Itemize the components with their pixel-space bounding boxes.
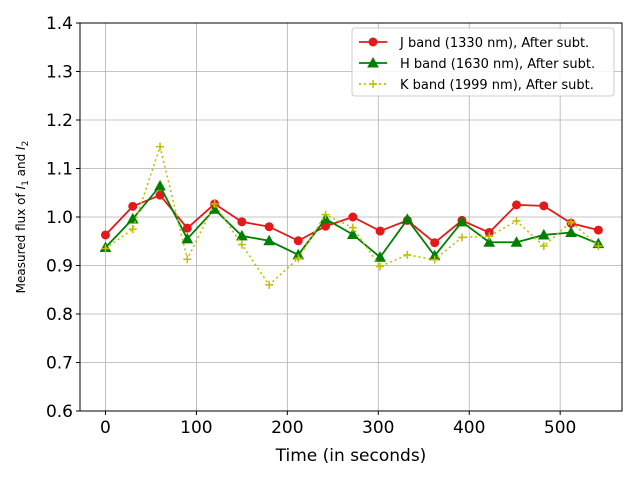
data-point <box>485 232 494 241</box>
data-point <box>594 242 603 251</box>
y-tick-label: 1.2 <box>46 111 73 131</box>
data-point <box>403 250 412 259</box>
legend-marker <box>369 80 377 88</box>
x-axis-label: Time (in seconds) <box>275 446 427 466</box>
data-point <box>512 200 522 210</box>
y-axis-label: Measured flux of I1 and I2 <box>14 141 31 294</box>
data-point <box>457 233 466 242</box>
y-tick-label: 0.8 <box>46 305 73 325</box>
data-point <box>567 217 576 226</box>
legend-label: K band (1999 nm), After subt. <box>400 78 594 93</box>
legend-marker <box>367 56 379 68</box>
y-axis-label-mid: and <box>14 150 28 180</box>
data-point <box>321 210 330 219</box>
x-tick-label: 300 <box>362 418 394 438</box>
y-tick-label: 0.7 <box>46 354 73 374</box>
data-point <box>128 225 137 234</box>
y-tick-label: 1.3 <box>46 63 73 83</box>
x-tick-label: 0 <box>100 418 111 438</box>
data-point <box>101 244 110 253</box>
y-axis-label-var1: I <box>14 185 28 189</box>
x-tick-label: 100 <box>180 418 212 438</box>
data-point <box>293 236 303 246</box>
data-point <box>456 215 468 227</box>
data-point <box>430 255 439 264</box>
data-point <box>183 255 192 264</box>
data-point <box>182 223 192 233</box>
ticks: 0 100 200 300 400 500 0.6 0.7 0.8 0.9 1.0 1.1 1.2 1.3… <box>46 14 576 438</box>
data-point <box>401 213 414 224</box>
y-axis-label-var2: I <box>14 146 28 150</box>
x-tick-label: 400 <box>453 418 485 438</box>
y-axis-label-sub1: 1 <box>21 180 31 186</box>
data-point <box>593 225 603 235</box>
data-point <box>374 251 386 262</box>
data-point <box>348 212 358 222</box>
legend: J band (1330 nm), After subt. H band (163… <box>351 27 615 97</box>
y-tick-label: 0.6 <box>46 402 73 422</box>
data-point <box>565 226 577 238</box>
data-point <box>210 199 219 208</box>
data-point <box>154 179 166 191</box>
data-point <box>156 142 165 151</box>
data-point <box>537 228 550 240</box>
data-point <box>237 240 246 249</box>
series-2 <box>99 179 605 262</box>
y-axis-label-sub2: 2 <box>21 141 31 147</box>
y-tick-label: 1.4 <box>46 14 73 34</box>
data-point <box>208 203 221 214</box>
data-point <box>512 216 521 225</box>
y-tick-label: 1.0 <box>46 208 73 228</box>
data-point <box>346 228 359 239</box>
legend-marker <box>368 37 378 47</box>
legend-box <box>351 27 615 97</box>
data-point <box>510 236 523 247</box>
data-point <box>237 217 247 227</box>
y-tick-label: 0.9 <box>46 257 73 277</box>
data-point <box>236 229 248 241</box>
y-tick-label: 1.1 <box>46 160 73 180</box>
legend-label: J band (1330 nm), After subt. <box>399 36 589 51</box>
x-tick-label: 500 <box>544 418 576 438</box>
legend-label: H band (1630 nm), After subt. <box>400 57 595 72</box>
x-tick-label: 200 <box>271 418 303 438</box>
data-point <box>128 201 138 211</box>
data-point <box>264 222 274 232</box>
data-point <box>375 226 385 236</box>
data-point <box>263 234 276 246</box>
data-point <box>348 223 357 232</box>
data-point <box>483 236 496 247</box>
data-point <box>265 280 274 289</box>
data-point <box>539 201 549 211</box>
data-point <box>539 242 548 251</box>
data-point <box>100 230 110 240</box>
series-3 <box>101 142 603 289</box>
data-point <box>430 238 440 248</box>
legend-entry: K band (1999 nm), After subt. <box>359 78 594 93</box>
series-1 <box>100 190 603 248</box>
data-point <box>181 232 194 244</box>
y-axis-label-prefix: Measured flux of <box>14 189 28 293</box>
legend-entry: H band (1630 nm), After subt. <box>359 56 595 72</box>
series-layer <box>99 142 605 289</box>
data-point <box>294 254 303 263</box>
legend-entry: J band (1330 nm), After subt. <box>359 36 589 51</box>
data-point <box>126 212 139 224</box>
data-point <box>376 262 385 271</box>
